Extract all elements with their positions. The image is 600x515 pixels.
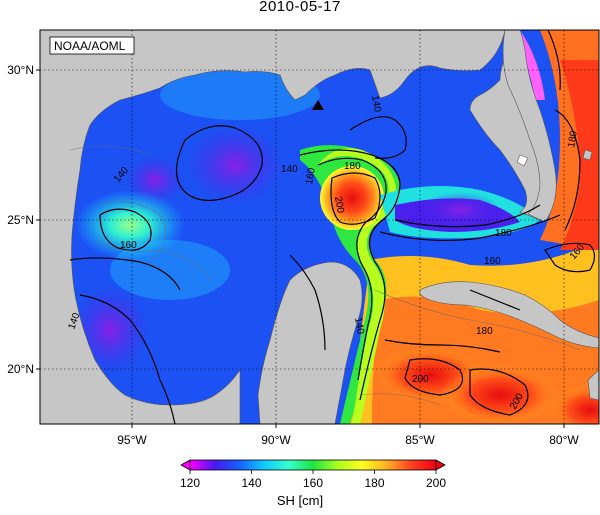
colorbar-low-arrow xyxy=(180,459,191,471)
colorbar: 120 140 160 180 200 xyxy=(180,459,446,490)
lon-label-90: 90°W xyxy=(261,433,291,447)
colorbar-high-arrow xyxy=(435,459,446,471)
colorbar-ramp xyxy=(189,459,437,471)
credit-box xyxy=(49,36,135,55)
lon-label-80: 80°W xyxy=(549,433,579,447)
credit-text: NOAA/AOML xyxy=(54,39,126,53)
contour-label: 200 xyxy=(332,196,346,215)
lat-label-25: 25°N xyxy=(7,213,34,227)
contour-label: 160 xyxy=(484,256,501,267)
contour-label: 180 xyxy=(476,326,493,337)
land-masses xyxy=(40,30,599,424)
contour-label: 140 xyxy=(369,95,383,114)
contour-label: 180 xyxy=(495,228,512,239)
map-frame xyxy=(39,29,600,425)
contour-label: 180 xyxy=(566,130,580,149)
contour-label: 160 xyxy=(304,167,318,186)
colorbar-tick: 140 xyxy=(241,476,261,490)
lon-label-95: 95°W xyxy=(117,433,147,447)
contour-label: 160 xyxy=(120,240,137,251)
lat-label-20: 20°N xyxy=(7,362,34,376)
lon-label-85: 85°W xyxy=(405,433,435,447)
colorbar-tick: 180 xyxy=(364,476,384,490)
contour-label: 200 xyxy=(412,374,429,385)
colorbar-tick: 200 xyxy=(426,476,446,490)
contour-lines xyxy=(69,30,596,424)
map-title: 2010-05-17 xyxy=(259,0,341,15)
contour-label: 180 xyxy=(344,161,361,172)
lat-label-30: 30°N xyxy=(7,63,34,77)
colorbar-tick: 120 xyxy=(180,476,200,490)
contour-label: 140 xyxy=(281,164,298,175)
axis-ticks xyxy=(36,69,565,428)
grid-lines xyxy=(40,30,599,424)
station-marker-icon xyxy=(312,100,324,110)
colorbar-unit-label: SH [cm] xyxy=(276,493,324,508)
colorbar-tick: 160 xyxy=(303,476,323,490)
contour-label: 140 xyxy=(352,317,366,336)
minor-contours xyxy=(69,145,581,406)
